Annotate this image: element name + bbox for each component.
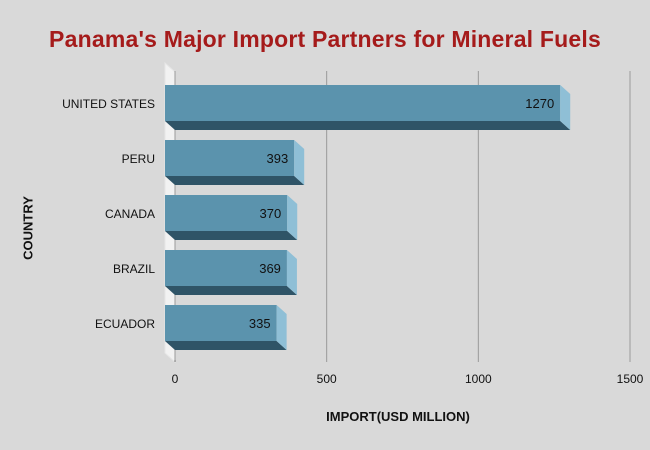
- bar-3: [165, 250, 287, 286]
- bar-value-label-2: 370: [260, 206, 282, 221]
- bar-value-label-4: 335: [249, 316, 271, 331]
- x-tick-label-3: 1500: [617, 372, 644, 386]
- bar-0: [165, 85, 561, 121]
- bar-bottom-face-1: [165, 176, 305, 185]
- y-tick-label-4: ECUADOR: [95, 317, 155, 331]
- x-tick-label-0: 0: [172, 372, 179, 386]
- bar-bottom-face-4: [165, 341, 287, 350]
- bar-end-face-0: [560, 85, 571, 130]
- x-axis-title: IMPORT(USD MILLION): [326, 409, 470, 424]
- bar-end-face-2: [287, 195, 298, 240]
- bar-value-label-3: 369: [259, 261, 281, 276]
- y-tick-label-1: PERU: [122, 152, 155, 166]
- bar-value-label-0: 1270: [525, 96, 554, 111]
- x-tick-label-1: 500: [317, 372, 337, 386]
- y-tick-label-0: UNITED STATES: [62, 97, 155, 111]
- x-tick-label-2: 1000: [465, 372, 492, 386]
- bar-value-label-1: 393: [267, 151, 289, 166]
- y-tick-label-2: CANADA: [105, 207, 155, 221]
- bar-bottom-face-2: [165, 231, 298, 240]
- bar-2: [165, 195, 288, 231]
- bar-end-face-1: [294, 140, 305, 185]
- bar-end-face-3: [286, 250, 297, 295]
- bar-bottom-face-0: [165, 121, 571, 130]
- bar-end-face-4: [276, 305, 287, 350]
- bar-1: [165, 140, 295, 176]
- y-tick-label-3: BRAZIL: [113, 262, 155, 276]
- bar-bottom-face-3: [165, 286, 297, 295]
- chart-title: Panama's Major Import Partners for Miner…: [49, 26, 601, 52]
- bar-4: [165, 305, 277, 341]
